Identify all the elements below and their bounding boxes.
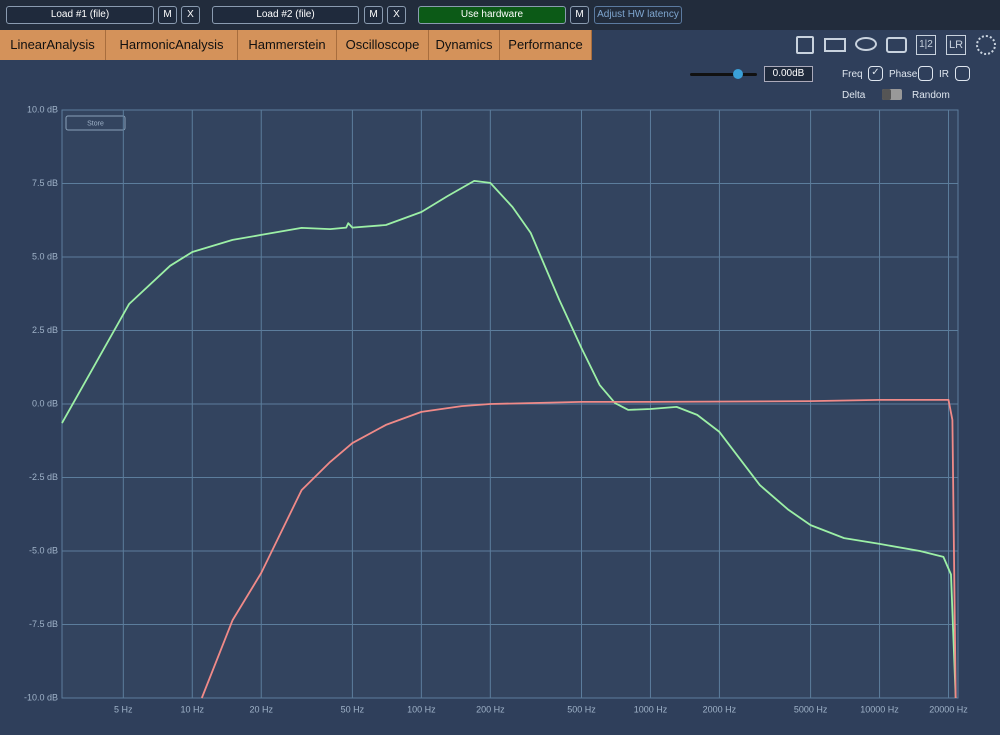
x-tick-label: 10000 Hz [860, 704, 899, 714]
button[interactable]: Load #1 (file) [6, 6, 154, 24]
tab[interactable]: Hammerstein [238, 30, 337, 60]
x-tick-label: 20000 Hz [929, 704, 968, 714]
tab[interactable]: HarmonicAnalysis [106, 30, 238, 60]
tab[interactable]: Dynamics [429, 30, 500, 60]
tab[interactable]: LinearAnalysis [0, 30, 106, 60]
x-tick-label: 200 Hz [476, 704, 505, 714]
icon[interactable] [824, 38, 846, 52]
x-tick-label: 100 Hz [407, 704, 436, 714]
x-tick-label: 20 Hz [249, 704, 273, 714]
y-tick-label: 10.0 dB [27, 104, 58, 114]
tab[interactable]: Oscilloscope [337, 30, 429, 60]
checkbox-label: Phase [889, 69, 918, 80]
x-tick-label: 5 Hz [114, 704, 133, 714]
toggle-knob [882, 89, 891, 100]
line [61, 180, 957, 699]
y-tick-label: 2.5 dB [32, 325, 58, 335]
checkbox[interactable] [955, 66, 970, 81]
button[interactable]: X [387, 6, 406, 24]
x-tick-label: 5000 Hz [794, 704, 828, 714]
y-tick-label: 7.5 dB [32, 178, 58, 188]
icon[interactable]: 1|2 [916, 35, 936, 55]
x-tick-label: 50 Hz [341, 704, 365, 714]
button[interactable]: Use hardware [418, 6, 566, 24]
button[interactable]: Load #2 (file) [212, 6, 359, 24]
button[interactable]: M [570, 6, 589, 24]
tab[interactable]: Performance [500, 30, 592, 60]
y-tick-label: -7.5 dB [29, 619, 58, 629]
x-tick-label: 500 Hz [567, 704, 596, 714]
line [200, 399, 957, 699]
y-tick-label: -5.0 dB [29, 545, 58, 555]
checkbox[interactable] [918, 66, 933, 81]
label: Random [912, 90, 950, 101]
checkbox-label: Freq [842, 69, 863, 80]
button[interactable]: Adjust HW latency [594, 6, 682, 24]
button[interactable]: M [364, 6, 383, 24]
x-tick-label: 10 Hz [181, 704, 205, 714]
icon[interactable] [796, 36, 814, 54]
x-tick-label: 2000 Hz [703, 704, 737, 714]
y-tick-label: -2.5 dB [29, 472, 58, 482]
checkbox[interactable]: ✓ [868, 66, 883, 81]
toggle[interactable] [882, 89, 902, 100]
x-tick-label: 1000 Hz [634, 704, 668, 714]
icon[interactable] [976, 35, 996, 55]
label: Delta [842, 90, 866, 101]
checkbox-label: IR [939, 69, 949, 80]
icon[interactable]: LR [946, 35, 966, 55]
store-button[interactable] [65, 115, 126, 131]
y-tick-label: -10.0 dB [24, 692, 58, 702]
icon[interactable] [886, 37, 907, 53]
chart: Store 10.0 dB 7.5 dB 5.0 dB 2.5 dB 0.0 dB -2.… [24, 104, 968, 714]
icon[interactable] [855, 37, 877, 51]
store-label: Store [87, 120, 104, 127]
gain-value[interactable]: 0.00dB [764, 66, 813, 82]
button[interactable]: M [158, 6, 177, 24]
button[interactable]: X [181, 6, 200, 24]
slider-knob[interactable] [733, 69, 743, 79]
y-tick-label: 0.0 dB [32, 398, 58, 408]
slider[interactable] [690, 73, 757, 76]
y-tick-label: 5.0 dB [32, 251, 58, 261]
